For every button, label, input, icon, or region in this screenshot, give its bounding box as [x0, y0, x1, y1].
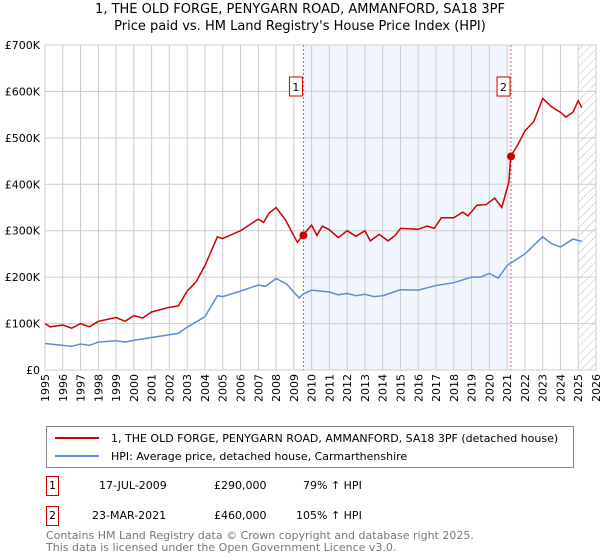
x-tick-label: 2025: [572, 374, 585, 402]
sale-point: [507, 152, 516, 161]
x-tick-label: 2018: [448, 374, 461, 402]
legend: 1, THE OLD FORGE, PENYGARN ROAD, AMMANFO…: [46, 426, 574, 468]
y-tick-label: £400K: [5, 178, 41, 191]
y-tick-label: £700K: [5, 39, 41, 52]
x-tick-label: 2008: [270, 374, 283, 402]
x-tick-label: 2002: [163, 374, 176, 402]
x-tick-label: 1998: [92, 374, 105, 402]
hpi-line: [44, 235, 582, 348]
x-tick-label: 2017: [430, 374, 443, 402]
legend-label: 1, THE OLD FORGE, PENYGARN ROAD, AMMANFO…: [111, 431, 559, 445]
x-tick-label: 2004: [199, 374, 212, 402]
x-tick-label: 2000: [128, 374, 141, 402]
x-tick-label: 2024: [554, 374, 567, 402]
property-price-line: [44, 97, 583, 330]
footer-line-1: Contains HM Land Registry data © Crown c…: [46, 529, 474, 542]
x-tick-label: 2003: [181, 374, 194, 402]
transaction-hpi: 79% ↑ HPI: [303, 479, 362, 492]
x-tick-label: 2010: [306, 374, 319, 402]
y-tick-label: £0: [26, 364, 40, 377]
chart-subtitle: Price paid vs. HM Land Registry's House …: [114, 19, 486, 34]
x-tick-label: 1995: [39, 374, 52, 402]
legend-item-property: 1, THE OLD FORGE, PENYGARN ROAD, AMMANFO…: [55, 430, 558, 446]
x-tick-label: 2019: [466, 374, 479, 402]
x-tick-label: 2014: [377, 374, 390, 402]
sale-label-box: [496, 76, 511, 97]
x-tick-label: 2015: [394, 374, 407, 402]
x-tick-label: 2026: [590, 374, 600, 402]
x-tick-label: 2005: [217, 374, 230, 402]
y-tick-label: £600K: [5, 85, 41, 98]
transaction-date: 17-JUL-2009: [99, 479, 167, 492]
footer: Contains HM Land Registry data © Crown c…: [46, 530, 474, 554]
legend-label: HPI: Average price, detached house, Carm…: [111, 449, 408, 463]
x-tick-label: 2021: [501, 374, 514, 402]
y-tick-label: £200K: [5, 271, 41, 284]
y-tick-label: £300K: [5, 225, 41, 238]
price-chart: 1995 1996 1997 1998 1999 2000 2001 2002 2003 2004…: [5, 39, 600, 402]
x-tick-label: 2023: [537, 374, 550, 402]
forecast-hatch: [578, 45, 596, 370]
x-tick-label: 2020: [483, 374, 496, 402]
plot-border: [44, 44, 597, 371]
x-tick-label: 2001: [146, 374, 159, 402]
x-tick-label: 2007: [252, 374, 265, 402]
x-tick-label: 2006: [235, 374, 248, 402]
transaction-marker: 1: [46, 476, 59, 496]
x-tick-label: 1999: [110, 374, 123, 402]
x-tick-label: 1997: [75, 374, 88, 402]
x-tick-label: 2013: [359, 374, 372, 402]
y-tick-label: £500K: [5, 132, 41, 145]
transaction-price: £290,000: [214, 479, 267, 492]
y-tick-label: £100K: [5, 318, 41, 331]
transaction-price: £460,000: [214, 509, 267, 522]
x-tick-label: 2022: [519, 374, 532, 402]
ownership-shaded-region: [303, 45, 512, 370]
transaction-row: 1 17-JUL-2009 £290,000 79% ↑ HPI: [46, 476, 546, 496]
sale-label: 1: [292, 81, 299, 94]
transaction-marker: 2: [46, 506, 59, 526]
sale-label-box: [288, 76, 303, 97]
legend-swatch-blue: [55, 455, 99, 457]
legend-item-hpi: HPI: Average price, detached house, Carm…: [55, 448, 407, 464]
x-tick-label: 2011: [323, 374, 336, 402]
footer-line-2: This data is licensed under the Open Gov…: [46, 541, 397, 554]
x-tick-label: 2012: [341, 374, 354, 402]
transaction-date: 23-MAR-2021: [92, 509, 167, 522]
sale-point: [299, 231, 308, 240]
x-tick-label: 2016: [412, 374, 425, 402]
transaction-hpi: 105% ↑ HPI: [296, 509, 362, 522]
legend-swatch-red: [55, 437, 99, 439]
transaction-row: 2 23-MAR-2021 £460,000 105% ↑ HPI: [46, 506, 546, 526]
x-tick-label: 1996: [57, 374, 70, 402]
x-tick-label: 2009: [288, 374, 301, 402]
sale-label: 2: [500, 81, 507, 94]
chart-title: 1, THE OLD FORGE, PENYGARN ROAD, AMMANFO…: [95, 2, 505, 17]
